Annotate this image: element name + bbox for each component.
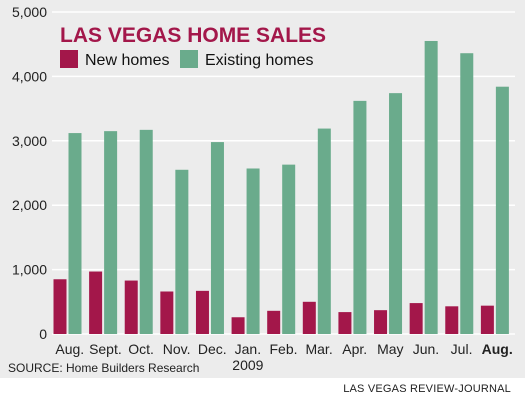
bar-existing-homes (317, 128, 331, 334)
x-category-label: Jan. (235, 341, 261, 357)
x-category-label: Sept. (89, 341, 122, 357)
bar-existing-homes (246, 168, 260, 334)
x-category-label: Jul. (451, 341, 473, 357)
x-category-label: Aug. (55, 341, 84, 357)
legend-label-existing-homes: Existing homes (205, 52, 314, 69)
x-category-label: May (377, 341, 403, 357)
chart-title: LAS VEGAS HOME SALES (60, 24, 326, 47)
x-category-label: Mar. (305, 341, 332, 357)
x-category-label: Nov. (163, 341, 191, 357)
x-category-sublabel: 2009 (232, 357, 263, 373)
bar-existing-homes (424, 40, 438, 334)
legend-swatch-existing-homes (180, 50, 198, 68)
bar-existing-homes (68, 133, 82, 334)
y-tick-label: 1,000 (12, 262, 47, 278)
bar-new-homes (302, 301, 316, 334)
bar-existing-homes (495, 86, 509, 334)
source-note: SOURCE: Home Builders Research (8, 361, 199, 375)
legend: New homes Existing homes (60, 50, 314, 69)
bar-existing-homes (210, 142, 224, 334)
x-category-label: Oct. (128, 341, 154, 357)
y-tick-label: 3,000 (12, 133, 47, 149)
bar-existing-homes (389, 93, 403, 334)
bar-existing-homes (282, 164, 296, 334)
bar-existing-homes (460, 53, 474, 334)
bar-existing-homes (104, 131, 118, 334)
chart: 0 1,000 2,000 3,000 4,000 5,000 Aug. Sept. Oct.… (8, 4, 515, 375)
x-category-label: Apr. (342, 341, 367, 357)
bar-new-homes (231, 317, 245, 334)
bar-new-homes (480, 305, 494, 334)
bar-new-homes (53, 279, 67, 334)
credit-line: LAS VEGAS REVIEW-JOURNAL (343, 383, 511, 395)
bar-new-homes (267, 310, 281, 334)
bar-new-homes (409, 303, 423, 334)
bar-new-homes (338, 312, 352, 334)
bar-new-homes (374, 310, 388, 334)
legend-swatch-new-homes (60, 50, 78, 68)
x-axis-categories: Aug. Sept. Oct. Nov. Dec. Jan.2009 Feb. Mar. Apr… (55, 341, 512, 373)
y-axis-ticks: 0 1,000 2,000 3,000 4,000 5,000 (12, 4, 47, 342)
bar-existing-homes (353, 100, 367, 334)
y-tick-label: 0 (39, 326, 47, 342)
bar-new-homes (445, 306, 459, 334)
x-category-label: Jun. (413, 341, 439, 357)
bar-new-homes (124, 280, 138, 334)
bar-existing-homes (139, 129, 153, 334)
y-tick-label: 4,000 (12, 68, 47, 84)
bar-existing-homes (175, 169, 189, 334)
y-tick-label: 5,000 (12, 4, 47, 20)
y-tick-label: 2,000 (12, 197, 47, 213)
bar-new-homes (160, 291, 174, 334)
x-category-label: Dec. (198, 341, 227, 357)
x-category-label: Aug. (482, 341, 513, 357)
bar-new-homes (195, 290, 209, 334)
bars (53, 40, 509, 334)
x-category-label: Feb. (269, 341, 297, 357)
legend-label-new-homes: New homes (85, 52, 169, 69)
bar-new-homes (89, 271, 103, 334)
